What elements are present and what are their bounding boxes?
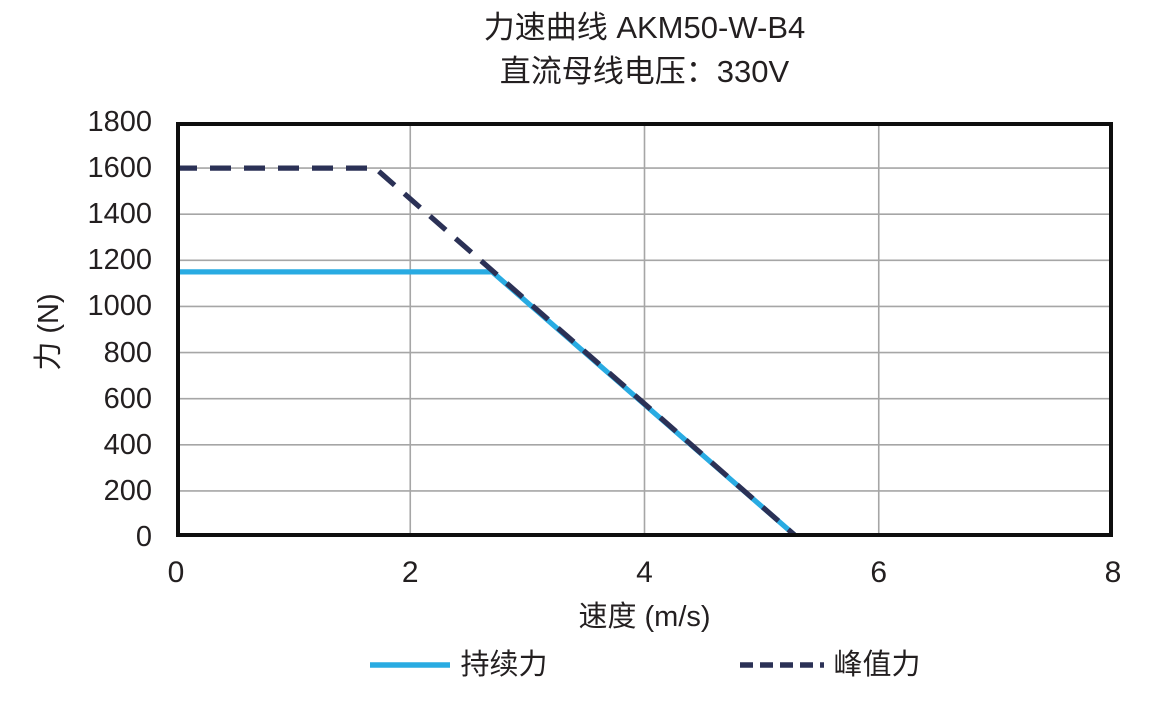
y-tick-label: 1800 <box>87 106 152 138</box>
y-tick-label: 1200 <box>87 244 152 277</box>
x-axis-label: 速度 (m/s) <box>578 601 711 633</box>
continuous-force-line <box>176 269 799 537</box>
plot-area <box>176 122 1113 537</box>
y-tick-label: 800 <box>103 336 152 369</box>
y-tick-label: 1600 <box>87 152 152 185</box>
legend-item-peak-force: 峰值力 <box>738 646 921 684</box>
y-tick-label: 1400 <box>87 198 152 231</box>
y-tick-label: 200 <box>103 474 152 507</box>
y-tick-label: 1000 <box>87 290 152 323</box>
y-tick-label: 0 <box>135 521 152 553</box>
y-axis-label: 力 (N) <box>33 293 65 371</box>
plot-border <box>176 122 1113 537</box>
x-tick-label: 2 <box>401 556 419 589</box>
legend: 持续力 峰值力 <box>176 646 1113 684</box>
x-tick-label: 6 <box>870 556 888 589</box>
legend-label-continuous-force: 持续力 <box>460 649 548 681</box>
x-tick-label: 4 <box>636 556 653 589</box>
y-tick-label: 400 <box>103 428 152 461</box>
x-tick-label: 8 <box>1104 556 1122 589</box>
legend-label-peak-force: 峰值力 <box>833 649 921 681</box>
chart-title: 力速曲线 AKM50-W-B4 <box>483 10 806 45</box>
legend-item-continuous-force: 持续力 <box>368 646 548 684</box>
chart-subtitle: 直流母线电压：330V <box>499 54 790 89</box>
continuous-force-line-swatch <box>370 662 451 668</box>
peak-force-line-swatch <box>739 662 824 668</box>
x-tick-label: 0 <box>167 556 185 589</box>
y-tick-label: 600 <box>103 382 152 415</box>
